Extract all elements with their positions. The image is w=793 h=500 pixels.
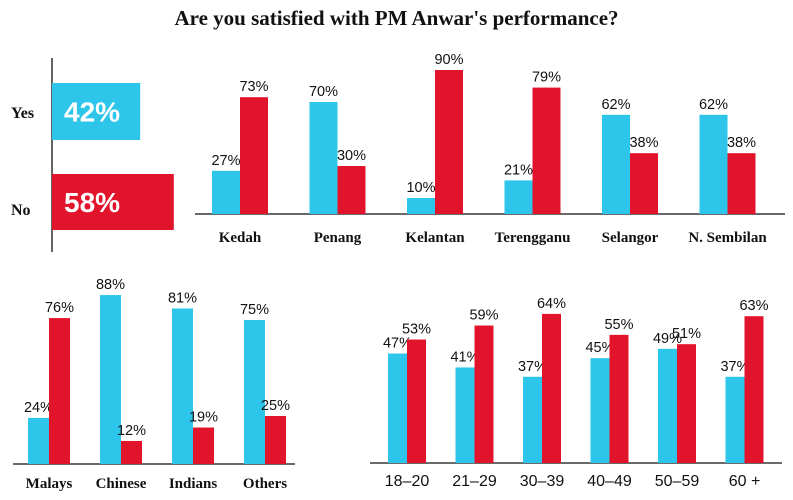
states-value-yes-penang: 70% bbox=[309, 84, 338, 100]
states-bar-no-terengganu bbox=[532, 87, 561, 214]
age-bar-yes-30-39 bbox=[523, 376, 542, 463]
states-bar-yes-terengganu bbox=[504, 180, 533, 214]
age-category-60: 60 + bbox=[729, 473, 761, 490]
age-value-no-21-29: 59% bbox=[469, 308, 498, 324]
age-bar-yes-60 bbox=[725, 376, 745, 463]
ethnicity-bar-no-malays bbox=[49, 318, 70, 464]
age-bar-no-50-59 bbox=[677, 344, 696, 463]
age-value-no-30-39: 64% bbox=[537, 296, 566, 312]
age-value-no-18-20: 53% bbox=[402, 322, 431, 338]
ethnicity-category-chinese: Chinese bbox=[96, 476, 147, 492]
states-category-terengganu: Terengganu bbox=[495, 230, 571, 246]
ethnicity-value-no-indians: 19% bbox=[189, 410, 218, 426]
age-category-50-59: 50–59 bbox=[655, 473, 700, 490]
states-category-selangor: Selangor bbox=[602, 230, 659, 246]
states-value-no-n-sembilan: 38% bbox=[727, 135, 756, 151]
states-bar-yes-kedah bbox=[212, 170, 240, 214]
ethnicity-bar-no-indians bbox=[193, 427, 214, 464]
ethnicity-category-others: Others bbox=[243, 476, 287, 492]
states-bar-no-kelantan bbox=[435, 70, 463, 214]
states-category-kelantan: Kelantan bbox=[405, 230, 465, 246]
age-category-21-29: 21–29 bbox=[452, 473, 497, 490]
ethnicity-value-yes-others: 75% bbox=[240, 302, 269, 318]
ethnicity-bar-no-chinese bbox=[121, 440, 142, 464]
ethnicity-value-no-chinese: 12% bbox=[117, 423, 146, 439]
age-bar-yes-50-59 bbox=[658, 348, 677, 463]
states-bar-no-penang bbox=[337, 166, 366, 214]
age-bar-no-40-49 bbox=[609, 334, 629, 463]
overall-value-no: 58% bbox=[64, 187, 120, 218]
ethnicity-bar-yes-others bbox=[244, 320, 265, 464]
age-bar-no-30-39 bbox=[542, 313, 561, 463]
states-value-no-selangor: 38% bbox=[629, 135, 658, 151]
overall-bar-no bbox=[52, 174, 174, 230]
states-value-yes-kelantan: 10% bbox=[406, 180, 435, 196]
states-value-no-kedah: 73% bbox=[239, 79, 268, 95]
overall-label-no: No bbox=[11, 202, 31, 219]
ethnicity-bar-no-others bbox=[265, 416, 286, 464]
ethnicity-bar-yes-indians bbox=[172, 308, 193, 464]
age-bar-yes-18-20 bbox=[388, 353, 407, 463]
states-bar-yes-penang bbox=[309, 102, 338, 214]
age-bar-no-18-20 bbox=[407, 339, 426, 463]
states-category-kedah: Kedah bbox=[219, 230, 262, 246]
states-bar-no-n-sembilan bbox=[727, 153, 756, 214]
age-bar-yes-21-29 bbox=[455, 367, 475, 463]
states-value-no-kelantan: 90% bbox=[434, 52, 463, 68]
states-value-yes-selangor: 62% bbox=[601, 97, 630, 113]
age-bar-no-60 bbox=[744, 316, 764, 463]
age-value-yes-60: 37% bbox=[720, 359, 749, 375]
age-bar-no-21-29 bbox=[474, 325, 494, 463]
states-bar-yes-kelantan bbox=[407, 198, 435, 214]
ethnicity-value-no-others: 25% bbox=[261, 398, 290, 414]
states-value-no-terengganu: 79% bbox=[532, 70, 561, 86]
ethnicity-category-malays: Malays bbox=[26, 476, 73, 492]
states-bar-yes-n-sembilan bbox=[699, 114, 728, 214]
ethnicity-value-no-malays: 76% bbox=[45, 300, 74, 316]
states-bar-no-selangor bbox=[630, 153, 658, 214]
age-value-yes-40-49: 45% bbox=[585, 340, 614, 356]
states-value-no-penang: 30% bbox=[337, 148, 366, 164]
states-value-yes-terengganu: 21% bbox=[504, 162, 533, 178]
age-value-yes-30-39: 37% bbox=[518, 359, 547, 375]
ethnicity-bar-yes-chinese bbox=[100, 295, 121, 464]
age-category-40-49: 40–49 bbox=[587, 473, 632, 490]
ethnicity-value-yes-indians: 81% bbox=[168, 290, 197, 306]
overall-value-yes: 42% bbox=[64, 97, 120, 128]
age-bar-yes-40-49 bbox=[590, 358, 610, 463]
overall-bar-yes bbox=[52, 83, 141, 140]
states-category-n-sembilan: N. Sembilan bbox=[688, 230, 767, 246]
age-value-no-40-49: 55% bbox=[604, 317, 633, 333]
age-value-yes-50-59: 49% bbox=[653, 331, 682, 347]
age-value-yes-18-20: 47% bbox=[383, 335, 412, 351]
ethnicity-category-indians: Indians bbox=[169, 476, 218, 492]
states-bar-yes-selangor bbox=[602, 114, 630, 214]
ethnicity-bar-yes-malays bbox=[28, 417, 49, 464]
overall-label-yes: Yes bbox=[11, 105, 34, 122]
states-value-yes-n-sembilan: 62% bbox=[699, 97, 728, 113]
age-value-no-60: 63% bbox=[739, 298, 768, 314]
ethnicity-value-yes-chinese: 88% bbox=[96, 277, 125, 293]
states-bar-no-kedah bbox=[240, 97, 268, 214]
age-value-yes-21-29: 41% bbox=[450, 349, 479, 365]
chart-title: Are you satisfied with PM Anwar's perfor… bbox=[174, 6, 619, 30]
age-value-no-50-59: 51% bbox=[672, 326, 701, 342]
age-category-18-20: 18–20 bbox=[385, 473, 430, 490]
states-category-penang: Penang bbox=[314, 230, 362, 246]
ethnicity-value-yes-malays: 24% bbox=[24, 400, 53, 416]
age-category-30-39: 30–39 bbox=[520, 473, 565, 490]
states-value-yes-kedah: 27% bbox=[211, 153, 240, 169]
